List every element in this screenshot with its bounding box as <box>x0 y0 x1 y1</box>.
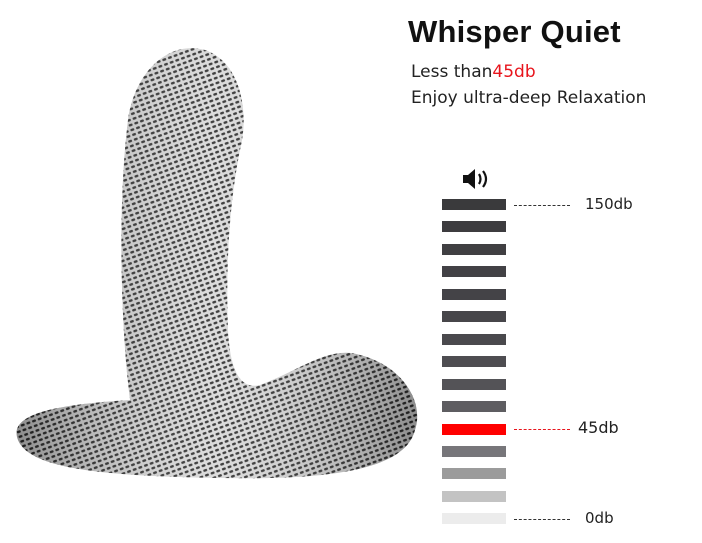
headline: Whisper Quiet <box>408 14 621 49</box>
dashed-leader-mid <box>514 429 570 430</box>
noise-prefix: Less than <box>411 62 493 82</box>
meter-bar <box>442 199 506 210</box>
meter-bar <box>442 266 506 278</box>
meter-bar <box>442 333 506 345</box>
meter-bar <box>442 311 506 323</box>
noise-value: 45db <box>492 62 536 82</box>
meter-bar-highlight <box>442 423 506 435</box>
meter-bar <box>442 378 506 390</box>
product-image <box>16 48 418 479</box>
meter-bar <box>442 221 506 233</box>
tagline: Enjoy ultra-deep Relaxation <box>411 88 647 108</box>
meter-bar <box>442 490 506 502</box>
label-150db: 150db <box>585 195 633 213</box>
meter-bar <box>442 513 506 525</box>
device-shape <box>16 48 418 479</box>
label-45db: 45db <box>578 418 619 437</box>
noise-level-text: Less than45db <box>411 62 536 82</box>
dashed-leader-bottom <box>514 519 570 520</box>
speaker-volume-icon <box>463 169 488 189</box>
meter-bar <box>442 401 506 413</box>
label-0db: 0db <box>585 509 614 527</box>
meter-bar <box>442 288 506 300</box>
dashed-leader-top <box>514 205 570 206</box>
meter-bar <box>442 445 506 457</box>
meter-bar <box>442 356 506 368</box>
meter-bar <box>442 243 506 255</box>
meter-bar <box>442 468 506 480</box>
